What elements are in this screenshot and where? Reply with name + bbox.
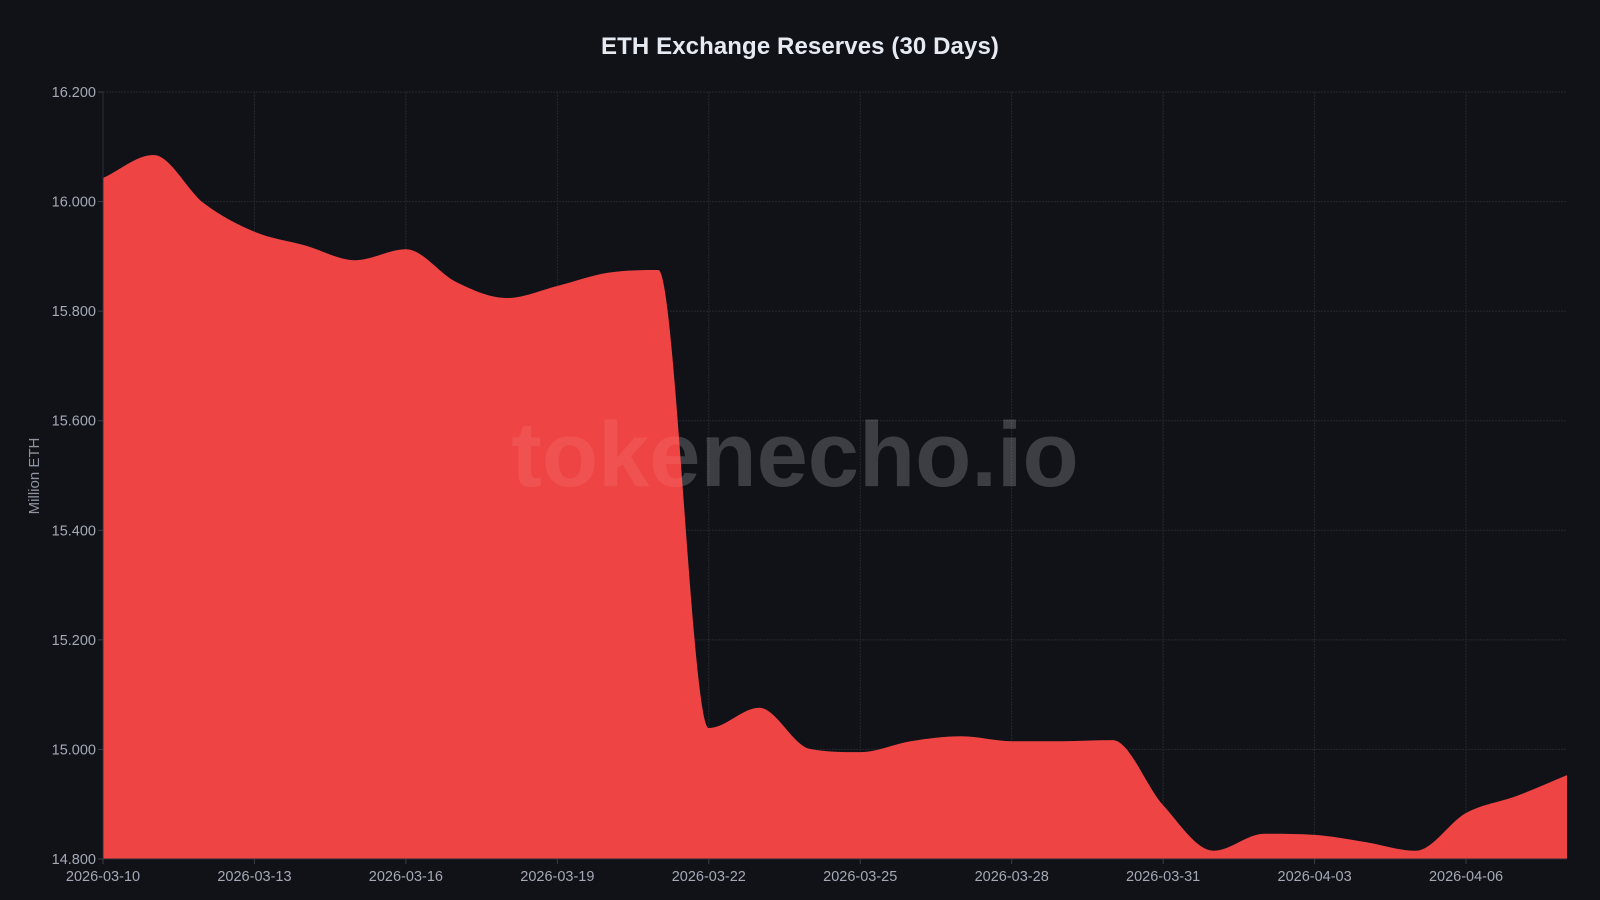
y-tick-label: 15.000: [52, 742, 96, 758]
y-tick-label: 15.400: [52, 523, 96, 539]
x-tick-label: 2026-03-31: [1126, 869, 1200, 885]
x-tick-label: 2026-04-06: [1429, 869, 1503, 885]
y-axis-title: Million ETH: [26, 438, 43, 515]
x-tick-label: 2026-03-13: [217, 869, 291, 885]
x-tick-label: 2026-03-22: [672, 869, 746, 885]
x-tick-label: 2026-03-16: [369, 869, 443, 885]
y-tick-label: 15.800: [52, 304, 96, 320]
x-axis-ticks: 2026-03-10 2026-03-13 2026-03-16 2026-03-19…: [66, 859, 1503, 885]
x-tick-label: 2026-03-19: [520, 869, 594, 885]
chart-title: ETH Exchange Reserves (30 Days): [601, 33, 999, 60]
x-tick-label: 2026-04-03: [1278, 869, 1352, 885]
y-tick-label: 15.600: [52, 414, 96, 430]
x-tick-label: 2026-03-28: [975, 869, 1049, 885]
y-tick-label: 15.200: [52, 633, 96, 649]
y-tick-label: 16.000: [52, 195, 96, 211]
area-series: [103, 155, 1567, 860]
y-axis-ticks: 16.200 16.000 15.800 15.600 15.400 15.200 15.0…: [52, 85, 103, 868]
y-tick-label: 16.200: [52, 85, 96, 101]
watermark-overlay: tokenecho.io: [511, 404, 1078, 506]
x-tick-label: 2026-03-25: [823, 869, 897, 885]
svg-text:tokenecho.io: tokenecho.io: [511, 404, 1078, 506]
x-tick-label: 2026-03-10: [66, 869, 140, 885]
y-tick-label: 14.800: [52, 852, 96, 868]
